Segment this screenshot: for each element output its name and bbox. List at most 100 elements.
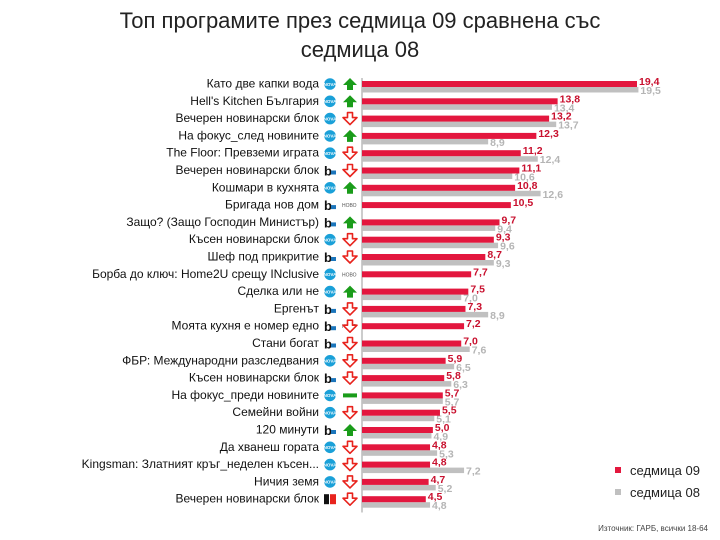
- nova-logo-text: NOVA: [324, 82, 337, 87]
- value-label-current: 4,7: [431, 474, 446, 486]
- trend-down-arrow-icon: [342, 354, 358, 368]
- value-label-current: 10,8: [517, 180, 538, 192]
- bar-previous: [362, 311, 489, 318]
- bar-current: [362, 288, 469, 295]
- value-label-previous: 8,9: [490, 310, 505, 322]
- value-label-previous: 4,8: [432, 500, 447, 512]
- trend-down-arrow-icon: [342, 319, 358, 333]
- category-label: Борба до ключ: Home2U срещу INclusive: [92, 267, 319, 281]
- category-label: Сделка или не: [237, 284, 319, 298]
- bar-current: [362, 167, 520, 174]
- category-label: Hell's Kitchen България: [190, 94, 319, 108]
- nova-logo-text: NOVA: [324, 186, 337, 191]
- value-label-current: 7,0: [463, 336, 478, 348]
- nova-logo-icon: [324, 355, 336, 367]
- bar-current: [362, 254, 486, 260]
- chart-title-line-1: Топ програмите през седмица 09 сравнена …: [119, 8, 601, 33]
- nova-logo-icon: [324, 476, 336, 488]
- nova-logo-text: NOVA: [324, 116, 337, 121]
- value-label-previous: 13,4: [554, 102, 575, 114]
- bar-previous: [362, 138, 489, 145]
- bar-current: [362, 478, 429, 485]
- nova-logo-icon: [324, 285, 336, 298]
- value-label-previous: 4,9: [433, 431, 448, 443]
- category-label: Ергенът: [274, 301, 320, 315]
- bar-previous: [362, 484, 436, 491]
- btv-logo-mark: [331, 378, 336, 383]
- value-label-previous: 5,2: [438, 483, 453, 495]
- btv-logo-mark: [331, 430, 336, 434]
- value-label-current: 5,5: [442, 405, 457, 417]
- trend-up-arrow-icon: [343, 129, 357, 142]
- bar-previous: [362, 398, 443, 404]
- category-label: 120 минути: [256, 423, 319, 437]
- source-note: Източник: ГАРБ, всички 18-64: [598, 524, 708, 533]
- value-label-current: 12,3: [538, 128, 559, 140]
- trend-down-arrow-icon: [342, 371, 358, 385]
- category-label: Като две капки вода: [207, 77, 320, 91]
- value-label-previous: 5,7: [445, 396, 460, 408]
- btv-logo-mark: [331, 170, 336, 175]
- trend-up-arrow-icon: [343, 181, 357, 194]
- bar-current: [362, 219, 500, 226]
- value-label-current: 11,2: [523, 145, 543, 157]
- bar-previous: [362, 346, 470, 352]
- btv-logo-icon: b: [324, 198, 332, 213]
- legend-label-current: седмица 09: [630, 462, 700, 478]
- nova-logo-icon: [324, 389, 336, 402]
- value-label-current: 8,7: [487, 249, 502, 261]
- value-label-previous: 7,6: [472, 345, 487, 357]
- value-label-current: 9,7: [502, 214, 517, 226]
- btv-logo-icon: b: [324, 423, 332, 438]
- category-label: Кошмари в кухнята: [212, 180, 320, 194]
- value-label-previous: 9,4: [497, 223, 512, 235]
- category-label: На фокус_преди новините: [171, 388, 319, 402]
- category-label: Късен новинарски блок: [189, 371, 320, 385]
- category-label: Стани богат: [252, 336, 319, 350]
- nova-logo-text: NOVA: [324, 411, 337, 416]
- value-label-current: 10,5: [513, 197, 534, 209]
- chart-title-line-2: седмица 08: [300, 37, 420, 62]
- bar-previous: [362, 467, 465, 474]
- nova-logo-icon: [324, 130, 336, 142]
- bar-current: [362, 357, 446, 364]
- category-label: Семейни войни: [232, 405, 319, 419]
- nova-logo-icon: [324, 268, 336, 281]
- bar-current: [362, 305, 466, 312]
- btv-logo-icon: b: [324, 215, 332, 230]
- nova-logo-icon: [324, 78, 336, 90]
- bar-current: [362, 115, 550, 122]
- nova-logo-icon: [324, 95, 336, 108]
- category-label: Вечерен новинарски блок: [175, 111, 319, 125]
- value-label-previous: 7,2: [466, 466, 481, 478]
- nova-logo-text: NOVA: [324, 238, 337, 243]
- nova-logo-text: NOVA: [324, 480, 337, 485]
- bar-current: [362, 271, 472, 278]
- btv-logo-icon: b: [324, 302, 332, 317]
- btv-logo-mark: [331, 326, 336, 331]
- category-label: The Floor: Превземи играта: [166, 146, 319, 160]
- trend-down-arrow-icon: [342, 146, 358, 160]
- value-label-current: 5,0: [435, 422, 450, 434]
- bar-current: [362, 150, 521, 157]
- bar-previous: [362, 363, 455, 370]
- bar-current: [362, 427, 433, 433]
- bar-previous: [362, 242, 499, 249]
- nova-logo-icon: [324, 406, 336, 419]
- value-label-previous: 6,3: [453, 379, 468, 391]
- value-label-current: 9,3: [496, 232, 511, 244]
- btv-logo-icon: b: [324, 164, 332, 179]
- category-label: ФБР: Международни разследвания: [122, 353, 319, 367]
- trend-down-arrow-icon: [342, 475, 358, 489]
- bnt-logo-mark: [330, 494, 336, 505]
- value-label-current: 11,1: [521, 163, 541, 175]
- value-label-previous: 9,3: [496, 258, 511, 270]
- bar-previous: [362, 450, 438, 456]
- trend-down-arrow-icon: [342, 163, 358, 178]
- value-label-previous: 6,5: [456, 362, 471, 374]
- trend-up-arrow-icon: [343, 78, 357, 90]
- nova-logo-icon: [324, 233, 336, 246]
- category-label: Шеф под прикритие: [208, 250, 320, 264]
- bar-previous: [362, 190, 541, 197]
